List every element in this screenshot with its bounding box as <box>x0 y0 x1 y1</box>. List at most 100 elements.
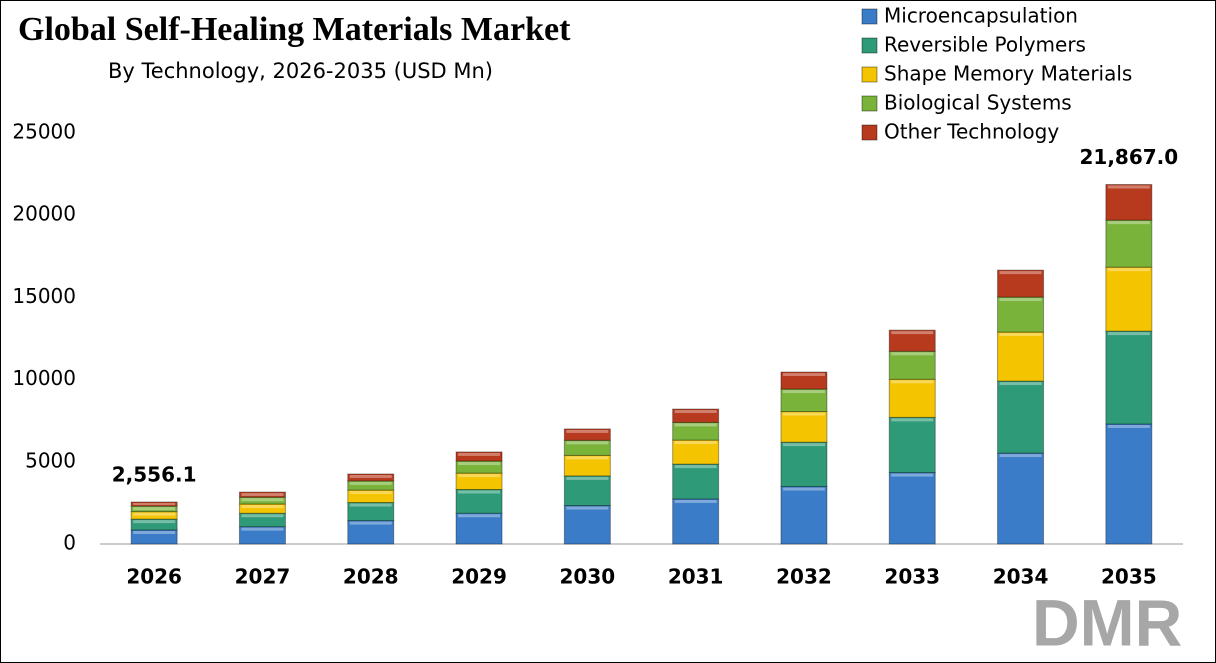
bar-highlight <box>782 373 825 377</box>
bar-segment <box>997 331 1045 382</box>
chart-title: Global Self-Healing Materials Market <box>18 11 571 48</box>
bar-highlight <box>133 507 176 511</box>
bar-segment <box>888 378 936 418</box>
bar-highlight <box>458 514 501 518</box>
bar-highlight <box>133 520 176 524</box>
x-tick-label: 2030 <box>560 565 616 589</box>
bar-highlight <box>1107 221 1150 225</box>
y-tick-label: 20000 <box>12 202 76 226</box>
bar-highlight <box>133 502 176 506</box>
bar-highlight <box>458 474 501 478</box>
bar-highlight <box>349 503 392 507</box>
bar-segment <box>455 451 503 462</box>
bar-highlight <box>891 352 934 356</box>
bar-highlight <box>999 298 1042 302</box>
bar-highlight <box>1107 268 1150 272</box>
bar-highlight <box>349 491 392 495</box>
bar-highlight <box>241 527 284 531</box>
bar-segment <box>563 428 611 441</box>
bar-highlight <box>566 429 609 433</box>
bar-highlight <box>349 521 392 525</box>
bar-segment <box>888 329 936 352</box>
bar-highlight <box>999 454 1042 458</box>
legend-label: Microencapsulation <box>884 4 1078 28</box>
bar-segment <box>347 473 395 482</box>
bar-highlight <box>782 412 825 416</box>
bar-highlight <box>891 473 934 477</box>
bar-segment <box>997 269 1045 298</box>
bar-segment <box>1105 330 1153 425</box>
bar-highlight <box>1107 424 1150 428</box>
bar-segment <box>455 512 503 545</box>
bar-highlight <box>891 380 934 384</box>
y-tick-label: 15000 <box>12 284 76 308</box>
legend-swatch <box>861 124 878 141</box>
bar-highlight <box>241 505 284 509</box>
bar-highlight <box>891 331 934 335</box>
legend-swatch <box>861 8 878 25</box>
bar-segment <box>780 411 828 443</box>
x-tick-label: 2034 <box>993 565 1049 589</box>
legend-swatch <box>861 37 878 54</box>
legend-label: Biological Systems <box>884 91 1072 115</box>
bar-highlight <box>999 333 1042 337</box>
bar-segment <box>888 350 936 380</box>
bar-highlight <box>241 498 284 502</box>
bar-highlight <box>782 443 825 447</box>
bar-segment <box>1105 219 1153 268</box>
x-tick-label: 2027 <box>235 565 291 589</box>
bar-highlight <box>782 487 825 491</box>
bar-segment <box>672 463 720 500</box>
x-tick-label: 2029 <box>451 565 507 589</box>
bar-segment <box>997 452 1045 545</box>
bar-segment <box>563 505 611 545</box>
y-tick-label: 5000 <box>25 448 76 472</box>
bar-segment <box>1105 184 1153 221</box>
bar-highlight <box>458 452 501 456</box>
bar-highlight <box>674 499 717 503</box>
legend-swatch <box>861 66 878 83</box>
bar-highlight <box>133 512 176 516</box>
bar-highlight <box>674 410 717 414</box>
logo: DMR <box>1032 585 1182 659</box>
bar-segment <box>672 408 720 423</box>
bar-highlight <box>891 418 934 422</box>
bar-segment <box>780 486 828 545</box>
bar-segment <box>1105 266 1153 332</box>
bar-highlight <box>241 493 284 497</box>
bar-highlight <box>782 390 825 394</box>
bar-segment <box>780 371 828 390</box>
legend-swatch <box>861 95 878 112</box>
legend-label: Shape Memory Materials <box>884 62 1132 86</box>
bar-segment <box>672 439 720 465</box>
bar-highlight <box>999 271 1042 275</box>
bar-highlight <box>674 465 717 469</box>
bar-highlight <box>349 481 392 485</box>
y-tick-label: 0 <box>63 531 76 555</box>
x-tick-label: 2031 <box>668 565 724 589</box>
y-tick-label: 10000 <box>12 366 76 390</box>
total-label: 2,556.1 <box>112 462 197 486</box>
bar-highlight <box>458 490 501 494</box>
bar-segment <box>130 501 178 507</box>
bar-highlight <box>349 474 392 478</box>
y-tick-label: 25000 <box>12 120 76 144</box>
bar-segment <box>997 380 1045 454</box>
x-tick-label: 2035 <box>1101 565 1157 589</box>
bar-highlight <box>566 441 609 445</box>
bar-segment <box>888 416 936 474</box>
bar-highlight <box>1107 185 1150 189</box>
bar-segment <box>997 296 1045 333</box>
x-tick-label: 2026 <box>126 565 182 589</box>
bar-highlight <box>999 382 1042 386</box>
bar-highlight <box>458 462 501 466</box>
x-tick-label: 2032 <box>776 565 832 589</box>
x-tick-label: 2028 <box>343 565 399 589</box>
chart-subtitle: By Technology, 2026-2035 (USD Mn) <box>108 59 493 83</box>
legend-label: Other Technology <box>884 120 1059 144</box>
bar-highlight <box>566 456 609 460</box>
bar-segment <box>563 475 611 507</box>
bar-segment <box>672 498 720 545</box>
total-label: 21,867.0 <box>1079 145 1178 169</box>
